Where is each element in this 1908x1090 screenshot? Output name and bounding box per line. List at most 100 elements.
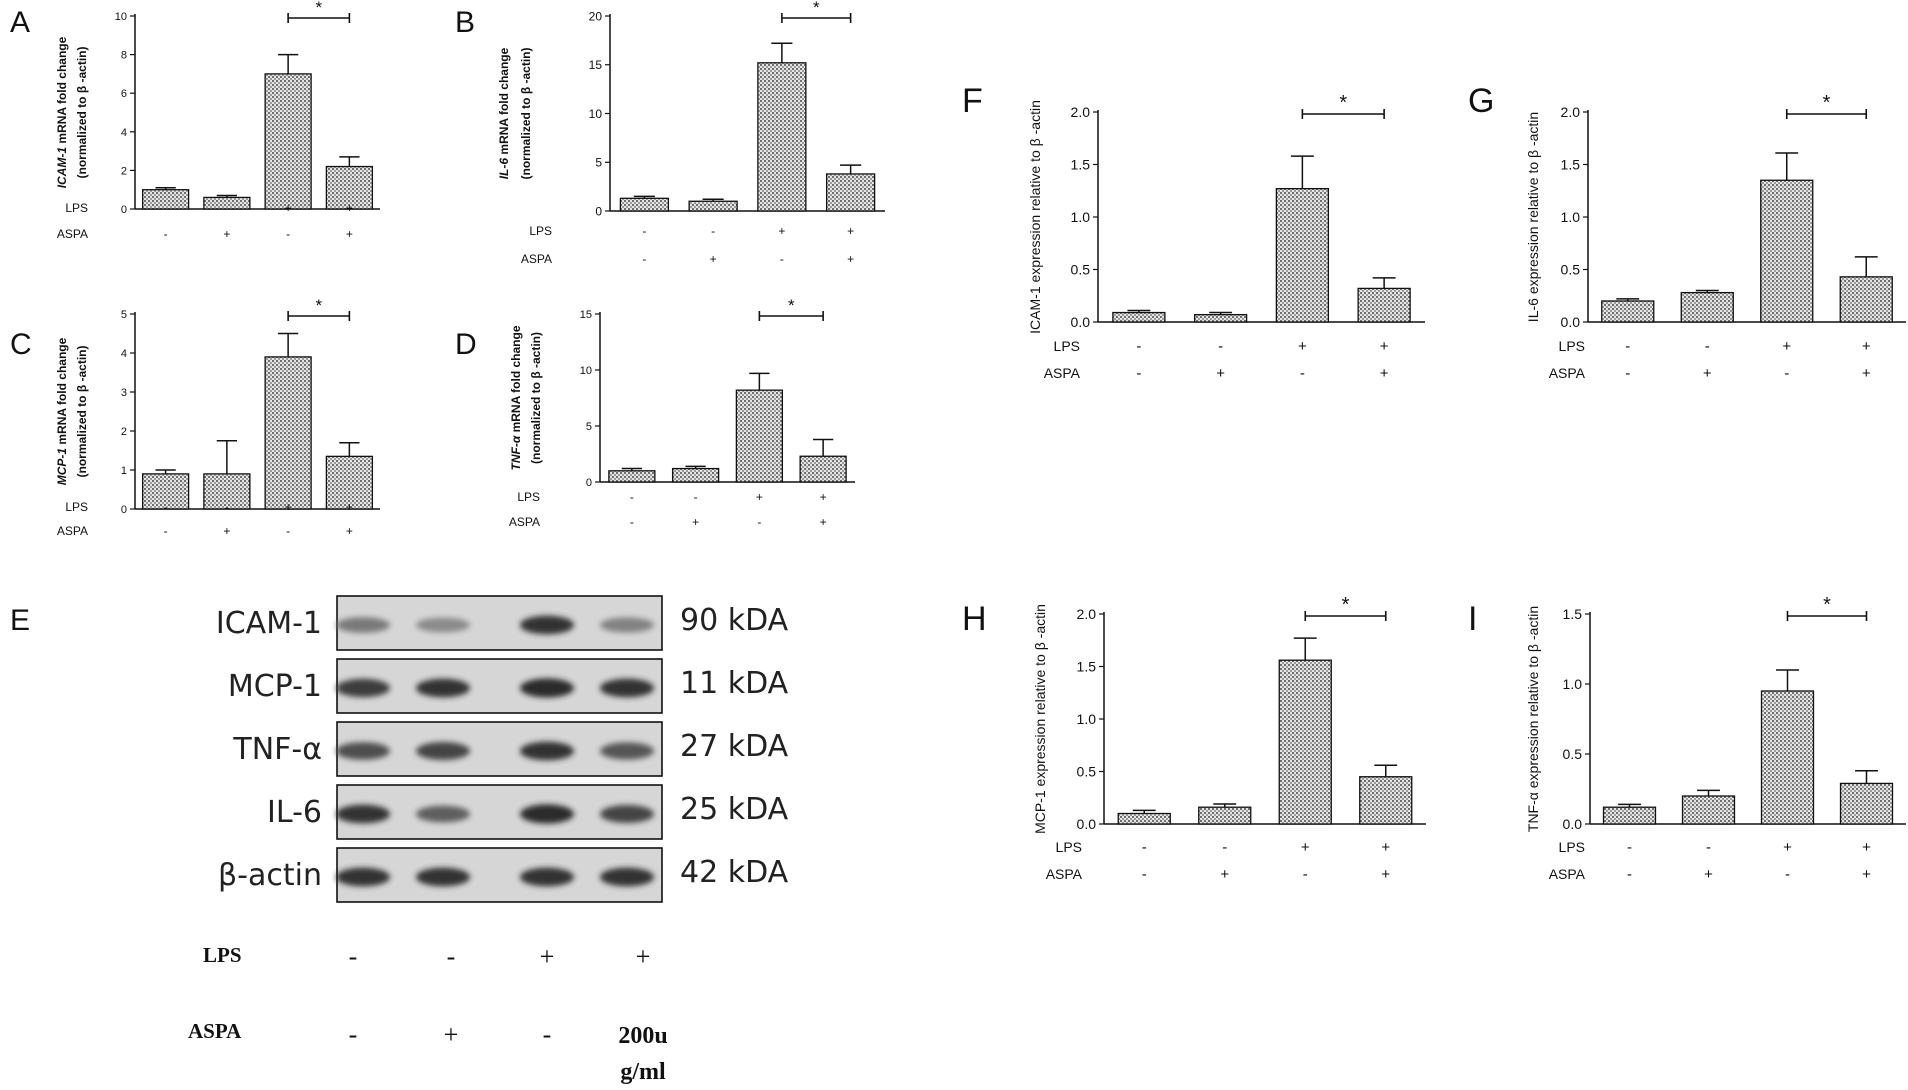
- chart-panel-d: D 0 5 10 15 TNF-α mRNA fold change (normalized…: [455, 296, 855, 529]
- blot-band: [600, 805, 654, 823]
- panel-label: E: [10, 604, 30, 637]
- condition-symbol: +: [346, 201, 353, 215]
- y-tick-label: 5: [121, 309, 127, 321]
- bar: [1193, 313, 1248, 323]
- condition-symbol: +: [847, 224, 854, 238]
- y-tick-label: 0.5: [1563, 746, 1583, 762]
- y-axis-label: TNF-α expression relative to β -actin: [1525, 606, 1541, 832]
- condition-row-label: LPS: [65, 201, 88, 215]
- condition-symbol: -: [225, 201, 229, 215]
- condition-symbol: -: [349, 1020, 358, 1049]
- y-tick-label: 1.5: [1077, 659, 1097, 675]
- condition-symbol: +: [778, 224, 785, 238]
- bar: [735, 389, 784, 483]
- condition-symbol: +: [285, 201, 292, 215]
- condition-symbol: +: [346, 227, 353, 241]
- condition-symbol: -: [1705, 338, 1710, 355]
- blot-band: [600, 742, 654, 760]
- y-tick-label: 15: [580, 309, 592, 321]
- y-axis-label-2: (normalized to β -actin): [75, 47, 89, 179]
- condition-symbol: -: [711, 224, 715, 238]
- blot-band: [416, 805, 470, 823]
- bar: [1198, 806, 1252, 825]
- protein-label: ICAM-1: [216, 606, 322, 641]
- y-tick-label: 10: [589, 107, 603, 121]
- y-tick-label: 1.5: [1071, 157, 1091, 173]
- condition-row-label: ASPA: [1549, 365, 1586, 381]
- significance-star: *: [813, 0, 820, 17]
- y-tick-label: 5: [586, 421, 592, 433]
- condition-symbol: +: [1298, 338, 1307, 355]
- condition-row-label: LPS: [1559, 839, 1585, 855]
- panel-label: C: [10, 328, 32, 361]
- y-tick-label: 10: [580, 365, 592, 377]
- condition-symbol: +: [692, 515, 699, 529]
- bar: [141, 473, 190, 510]
- y-tick-label: 3: [121, 387, 127, 399]
- significance-star: *: [1342, 594, 1350, 616]
- y-tick-label: 0: [121, 504, 127, 516]
- condition-row-label: ASPA: [1549, 866, 1586, 882]
- condition-symbol: -: [1625, 365, 1630, 382]
- y-tick-label: 0.5: [1077, 764, 1097, 780]
- bar: [1275, 187, 1330, 323]
- y-tick-label: 2.0: [1071, 104, 1091, 120]
- condition-row-label: ASPA: [1046, 866, 1083, 882]
- y-tick-label: 1.5: [1561, 157, 1581, 173]
- condition-symbol: -: [1222, 839, 1227, 856]
- condition-symbol: +: [1220, 866, 1229, 883]
- condition-symbol: +: [710, 252, 717, 266]
- bar: [1839, 782, 1894, 825]
- y-axis-label: IL-6 mRNA fold change: [497, 47, 511, 179]
- y-tick-label: 0: [595, 204, 602, 218]
- panel-label: B: [455, 6, 475, 39]
- y-tick-label: 4: [121, 348, 127, 360]
- bar: [757, 62, 807, 212]
- condition-row-label: LPS: [65, 500, 88, 514]
- blot-band: [520, 741, 574, 761]
- panel-label: A: [10, 6, 30, 39]
- condition-symbol: -: [1706, 839, 1711, 856]
- blot-band: [416, 678, 470, 698]
- condition-symbol: -: [225, 500, 229, 514]
- panel-label: F: [962, 82, 983, 120]
- condition-row-label: LPS: [517, 490, 540, 504]
- y-tick-label: 0.0: [1563, 816, 1583, 832]
- bar: [688, 200, 738, 212]
- y-tick-label: 2: [121, 165, 127, 177]
- condition-symbol: +: [1301, 839, 1310, 856]
- blot-band: [336, 678, 390, 698]
- y-tick-label: 0: [586, 477, 592, 489]
- y-tick-label: 1: [121, 465, 127, 477]
- condition-row-label: LPS: [1559, 338, 1585, 354]
- condition-symbol: +: [1704, 866, 1713, 883]
- condition-symbol: +: [636, 942, 651, 971]
- bar: [1117, 812, 1171, 825]
- bar: [1357, 287, 1411, 323]
- significance-star: *: [1823, 92, 1831, 114]
- y-tick-label: 0.0: [1561, 314, 1581, 330]
- bar: [608, 470, 656, 483]
- condition-symbol: +: [346, 500, 353, 514]
- bar: [1760, 179, 1814, 323]
- condition-symbol: +: [1381, 866, 1390, 883]
- molecular-weight-label: 25 kDA: [680, 792, 789, 827]
- condition-symbol: -: [164, 227, 168, 241]
- condition-symbol: 200u: [618, 1023, 667, 1049]
- bar: [1681, 795, 1736, 825]
- molecular-weight-label: 27 kDA: [680, 729, 789, 764]
- condition-symbol: -: [1625, 338, 1630, 355]
- bar: [671, 467, 720, 483]
- y-tick-label: 2.0: [1561, 104, 1581, 120]
- y-axis-label-2: (normalized to β -actin): [75, 346, 89, 478]
- y-tick-label: 1.5: [1563, 606, 1583, 622]
- protein-label: IL-6: [267, 795, 322, 830]
- condition-symbol: -: [1627, 866, 1632, 883]
- y-axis-label: MCP-1 mRNA fold change: [55, 337, 69, 485]
- condition-row-label: ASPA: [57, 227, 88, 241]
- blot-band: [600, 867, 654, 887]
- condition-symbol: -: [1785, 866, 1790, 883]
- bar: [264, 73, 312, 210]
- blot-band: [416, 742, 470, 760]
- protein-label: β-actin: [218, 858, 322, 893]
